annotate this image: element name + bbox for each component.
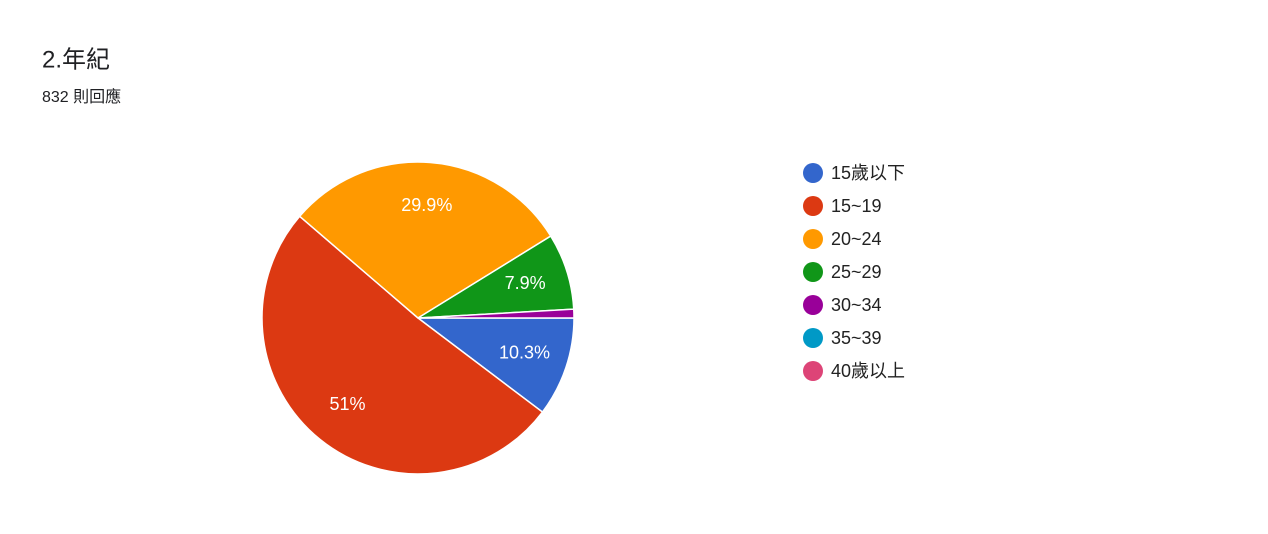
legend-label: 15~19 — [831, 196, 882, 216]
pie-slice — [261, 215, 544, 475]
slice-label: 7.9% — [505, 273, 546, 293]
legend-marker — [803, 295, 823, 315]
legend-label: 25~29 — [831, 262, 882, 282]
pie-slice — [415, 317, 575, 414]
legend-label: 20~24 — [831, 229, 882, 249]
chart-subtitle: 832 則回應 — [42, 87, 121, 106]
chart-title: 2.年紀 — [42, 46, 110, 73]
legend-marker — [803, 361, 823, 381]
legend-label: 40歲以上 — [831, 361, 905, 381]
legend-label: 35~39 — [831, 328, 882, 348]
legend-marker — [803, 229, 823, 249]
legend-marker — [803, 328, 823, 348]
legend-label: 30~34 — [831, 295, 882, 315]
slice-label: 29.9% — [401, 195, 452, 215]
pie-slice — [298, 161, 552, 319]
slice-label: 51% — [329, 394, 365, 414]
legend-marker — [803, 163, 823, 183]
legend-marker — [803, 196, 823, 216]
slice-label: 10.3% — [499, 342, 550, 362]
legend-label: 15歲以下 — [831, 163, 905, 183]
legend-marker — [803, 262, 823, 282]
pie-slice — [417, 308, 575, 319]
